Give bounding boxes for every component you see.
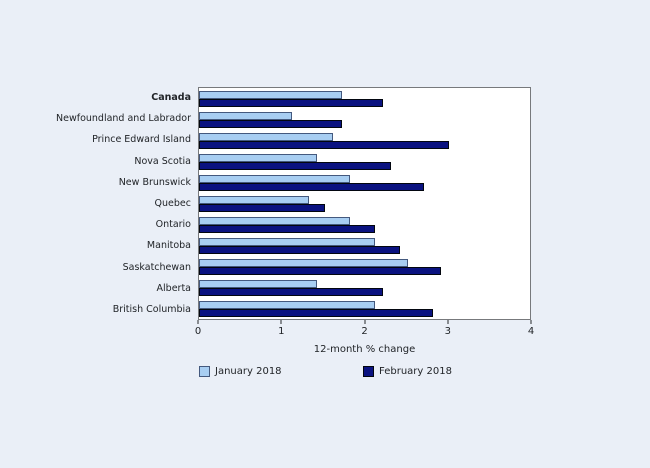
bar — [199, 258, 408, 267]
bar-group — [199, 298, 530, 319]
bar-group — [199, 151, 530, 172]
legend-swatch — [363, 366, 374, 377]
bar — [199, 98, 384, 107]
legend-item: February 2018 — [363, 366, 452, 377]
bar-group — [199, 214, 530, 235]
x-axis: 0 1 2 3 4 — [194, 320, 535, 340]
legend-label: January 2018 — [215, 366, 282, 377]
bar — [199, 153, 317, 162]
bar-group — [199, 277, 530, 298]
bar — [199, 216, 350, 225]
bar-group — [199, 109, 530, 130]
plot-area — [198, 87, 531, 320]
category-label: Prince Edward Island — [92, 134, 191, 146]
x-axis-tick-label: 1 — [278, 326, 285, 337]
category-label: Manitoba — [146, 240, 191, 252]
bar — [199, 182, 425, 191]
x-axis-tick-mark — [447, 320, 449, 324]
x-axis-title: 12-month % change — [313, 344, 416, 355]
bar — [199, 279, 317, 288]
category-label: Nova Scotia — [134, 155, 191, 167]
bar-group — [199, 88, 530, 109]
category-label: Alberta — [156, 282, 191, 294]
x-axis-tick-label: 4 — [527, 326, 535, 337]
category-label: Quebec — [154, 198, 191, 210]
x-axis-tick-label: 0 — [194, 326, 202, 337]
bar — [199, 161, 392, 170]
category-labels: Canada Newfoundland and Labrador Prince Ed… — [0, 87, 198, 320]
bar — [199, 132, 334, 141]
bar — [199, 195, 309, 204]
bar-group — [199, 235, 530, 256]
legend: January 2018 February 2018 — [199, 366, 559, 380]
x-axis-tick-mark — [364, 320, 365, 324]
bar — [199, 174, 350, 183]
bar-group — [199, 130, 530, 151]
x-axis-tick-label: 3 — [444, 326, 451, 337]
chart-body: Canada Newfoundland and Labrador Prince Ed… — [0, 87, 531, 320]
x-axis-tick-mark — [530, 320, 532, 324]
category-label: British Columbia — [112, 303, 191, 315]
bar — [199, 308, 433, 317]
legend-item: January 2018 — [199, 366, 282, 377]
bar — [199, 245, 400, 254]
bar — [199, 224, 375, 233]
category-label: Newfoundland and Labrador — [56, 113, 191, 125]
bar-group — [199, 172, 530, 193]
bar — [199, 300, 375, 309]
x-axis-tick-mark — [197, 320, 199, 324]
x-axis-tick-mark — [280, 320, 282, 324]
bar-group — [199, 193, 530, 214]
category-label: Saskatchewan — [122, 261, 191, 273]
bar — [199, 90, 342, 99]
bar — [199, 287, 384, 296]
bar — [199, 111, 293, 120]
bar — [199, 119, 342, 128]
legend-swatch — [199, 366, 210, 377]
bar-group — [199, 256, 530, 277]
bar — [199, 237, 375, 246]
category-label: New Brunswick — [118, 176, 191, 188]
category-label: Canada — [151, 92, 191, 104]
bar — [199, 203, 326, 212]
x-axis-tick-label: 2 — [361, 326, 368, 337]
bar — [199, 140, 450, 149]
legend-label: February 2018 — [379, 366, 452, 377]
bar — [199, 266, 441, 275]
category-label: Ontario — [155, 219, 191, 231]
